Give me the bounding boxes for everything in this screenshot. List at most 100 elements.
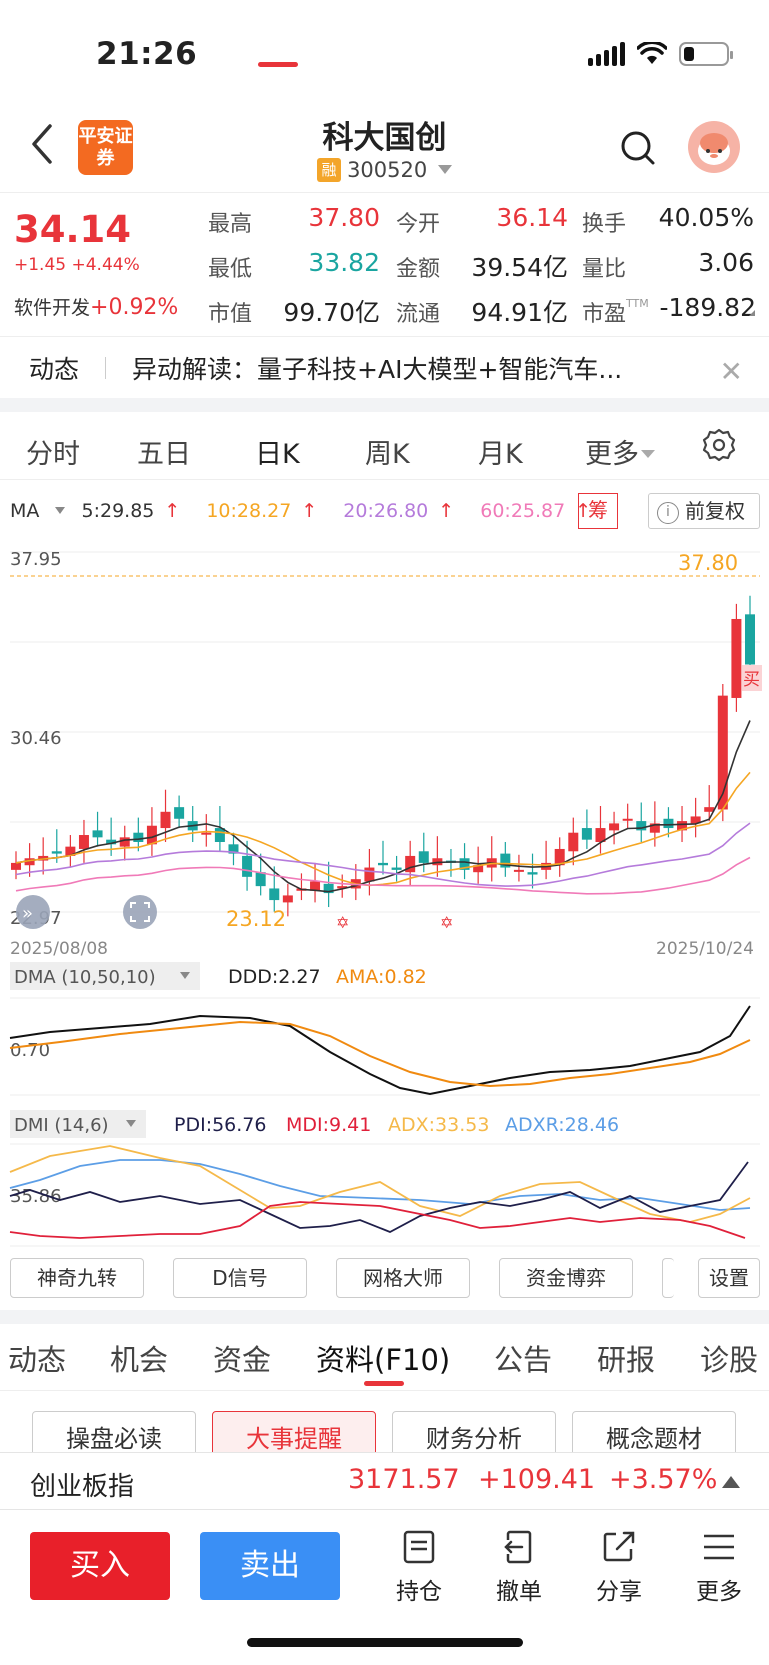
chevron-down-icon	[180, 972, 190, 979]
cancel-order-button[interactable]: 撤单	[484, 1528, 554, 1606]
index-percent: +3.57%	[609, 1464, 718, 1495]
news-headline[interactable]: 异动解读：量子科技+AI大模型+智能汽车...	[132, 354, 623, 384]
news-strip[interactable]: 动态 异动解读：量子科技+AI大模型+智能汽车... ✕	[0, 336, 769, 398]
dma-selector-bg[interactable]	[10, 962, 200, 990]
up-arrow-icon: ↑	[301, 500, 318, 522]
dmi-selector-bg[interactable]	[10, 1110, 146, 1138]
index-change: +109.41	[478, 1464, 596, 1495]
market-cap-value: 99.70亿	[283, 298, 380, 327]
more-label: 更多	[696, 1579, 742, 1605]
kline-chart[interactable]: 37.95 30.46 22.97 37.80 23.12 买 ✡ ✡ » 20…	[0, 540, 769, 960]
pe-label: 市盈TTM	[582, 297, 649, 327]
indicator-button[interactable]: 神奇九转	[10, 1258, 144, 1298]
dma-name[interactable]: DMA (10,50,10)	[14, 967, 156, 988]
dma-chart[interactable]: DMA (10,50,10) DDD:2.27 AMA:0.82 0.70	[0, 962, 769, 1100]
tab-news[interactable]: 动态	[8, 1343, 67, 1377]
subtab-trading-guide[interactable]: 操盘必读	[32, 1411, 196, 1454]
candle	[554, 837, 565, 877]
pe-value: -189.82	[659, 293, 757, 322]
tab-funds[interactable]: 资金	[213, 1343, 272, 1377]
event-star-icon[interactable]: ✡	[336, 913, 349, 932]
tab-weekly-k[interactable]: 周K	[365, 439, 410, 470]
fullscreen-icon[interactable]	[123, 895, 157, 929]
index-ticker[interactable]	[0, 1452, 769, 1510]
search-icon[interactable]	[618, 128, 658, 168]
open-value: 36.14	[496, 203, 568, 232]
close-icon[interactable]: ✕	[719, 355, 743, 388]
subtab-financials[interactable]: 财务分析	[392, 1411, 556, 1454]
buy-marker[interactable]: 买	[742, 665, 762, 691]
indicator-button[interactable]: 网格大师	[336, 1258, 470, 1298]
document-icon	[403, 1530, 435, 1564]
tab-five-day[interactable]: 五日	[137, 439, 191, 470]
dmi-chart[interactable]: DMI (14,6) PDI:56.76 MDI:9.41 ADX:33.53 …	[0, 1110, 769, 1250]
sell-button[interactable]: 卖出	[200, 1532, 340, 1600]
price-adjust-button[interactable]: i 前复权	[648, 493, 760, 529]
candle	[11, 851, 21, 880]
wifi-icon	[637, 42, 667, 64]
candle	[378, 840, 388, 875]
share-label: 分享	[596, 1579, 642, 1605]
tab-opportunity[interactable]: 机会	[110, 1343, 169, 1377]
candle	[717, 684, 728, 822]
candle	[364, 848, 375, 896]
subtab-events[interactable]: 大事提醒	[212, 1411, 376, 1454]
collapse-left-icon[interactable]: »	[16, 895, 50, 929]
candle	[418, 832, 429, 873]
candle	[228, 832, 239, 866]
gear-icon[interactable]	[702, 428, 736, 462]
avatar[interactable]	[688, 121, 740, 173]
holdings-button[interactable]: 持仓	[384, 1528, 454, 1606]
indicator-button[interactable]: D信号	[173, 1258, 307, 1298]
chip-distribution-button[interactable]: 筹	[578, 493, 618, 529]
stock-code-selector[interactable]: 融 300520	[0, 158, 769, 182]
candle	[65, 835, 76, 868]
holdings-label: 持仓	[396, 1579, 442, 1605]
indicator-settings-button[interactable]: 设置	[698, 1258, 760, 1298]
tab-announcements[interactable]: 公告	[494, 1343, 553, 1377]
active-tab-indicator	[364, 1381, 404, 1386]
sector-info[interactable]: 软件开发+0.92%	[14, 293, 178, 320]
candle	[527, 853, 538, 889]
tab-research[interactable]: 研报	[597, 1343, 656, 1377]
tab-daily-k[interactable]: 日K	[255, 439, 300, 470]
price-change: +1.45 +4.44%	[14, 255, 140, 275]
candle	[92, 811, 103, 847]
undo-icon	[504, 1530, 532, 1564]
svg-text:买: 买	[743, 670, 760, 690]
candle	[214, 805, 225, 852]
indicator-button-partial[interactable]	[662, 1258, 674, 1298]
menu-icon	[704, 1534, 734, 1560]
tab-monthly-k[interactable]: 月K	[478, 439, 523, 470]
more-button[interactable]: 更多	[684, 1528, 754, 1606]
tab-f10[interactable]: 资料(F10)	[316, 1343, 451, 1377]
divider	[105, 356, 107, 379]
ma5-value: 5:29.85 ↑	[81, 500, 181, 522]
candle	[38, 837, 49, 875]
dmi-name[interactable]: DMI (14,6)	[14, 1115, 109, 1136]
tab-diagnosis[interactable]: 诊股	[700, 1343, 759, 1377]
share-button[interactable]: 分享	[584, 1528, 654, 1606]
dmi-adxr: ADXR:28.46	[505, 1114, 619, 1136]
ma-selector[interactable]: MA	[10, 500, 66, 522]
back-arrow-icon[interactable]	[26, 122, 60, 166]
buy-button[interactable]: 买入	[30, 1532, 170, 1600]
battery-icon	[679, 42, 733, 66]
low-label: 最低	[208, 257, 253, 282]
tab-more[interactable]: 更多	[585, 432, 655, 471]
subtab-concepts[interactable]: 概念题材	[572, 1411, 736, 1454]
amount-label: 金额	[396, 257, 441, 282]
candle	[500, 841, 511, 877]
expand-up-icon[interactable]	[722, 1476, 740, 1488]
volume-ratio-value: 3.06	[698, 248, 754, 277]
indicator-button[interactable]: 资金博弈	[499, 1258, 633, 1298]
expand-corner-icon[interactable]	[749, 310, 755, 316]
dmi-adx: ADX:33.53	[388, 1114, 489, 1136]
candle	[255, 853, 266, 896]
indicator-buttons: 神奇九转 D信号 网格大师 资金博弈 设置	[10, 1258, 769, 1300]
dmi-axis-label: 35.86	[10, 1186, 62, 1207]
tab-intraday[interactable]: 分时	[26, 439, 80, 470]
event-star-icon[interactable]: ✡	[440, 913, 453, 932]
candle	[282, 883, 293, 917]
chevron-down-icon	[641, 450, 655, 458]
